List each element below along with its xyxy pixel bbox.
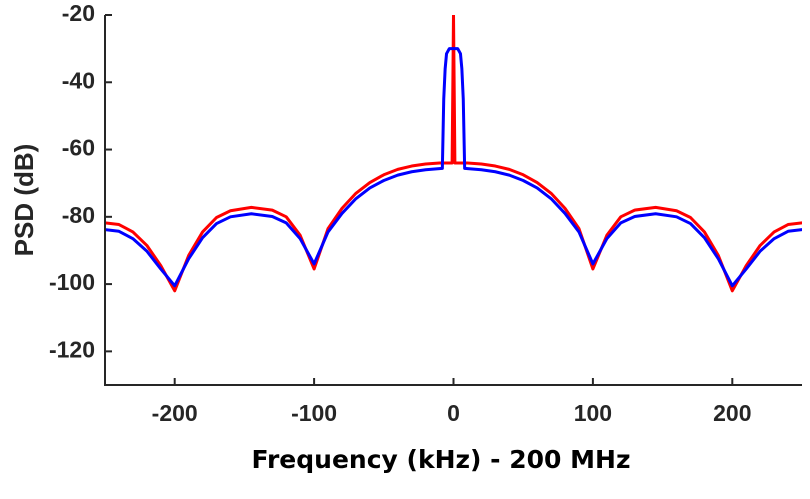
- tick-labels: -20 -40 -60 -80 -100 -120 -200 -100 0 100 200: [49, 0, 752, 426]
- x-tick-label: 100: [574, 400, 612, 426]
- series-layer: [105, 15, 802, 293]
- y-tick-label: -20: [62, 0, 95, 26]
- series-line-blue: [105, 47, 802, 288]
- y-tick-label: -60: [62, 135, 95, 161]
- x-tick-label: -200: [152, 400, 198, 426]
- y-tick-label: -40: [62, 67, 95, 93]
- x-axis-label: Frequency (kHz) - 200 MHz: [251, 445, 630, 474]
- y-tick-label: -120: [49, 336, 95, 362]
- y-tick-label: -100: [49, 269, 95, 295]
- x-tick-label: 200: [713, 400, 751, 426]
- series-line-red: [105, 15, 802, 293]
- y-axis-label: PSD (dB): [9, 144, 39, 257]
- x-tick-label: -100: [291, 400, 337, 426]
- x-tick-label: 0: [447, 400, 460, 426]
- axes: [104, 14, 802, 386]
- y-tick-label: -80: [62, 202, 95, 228]
